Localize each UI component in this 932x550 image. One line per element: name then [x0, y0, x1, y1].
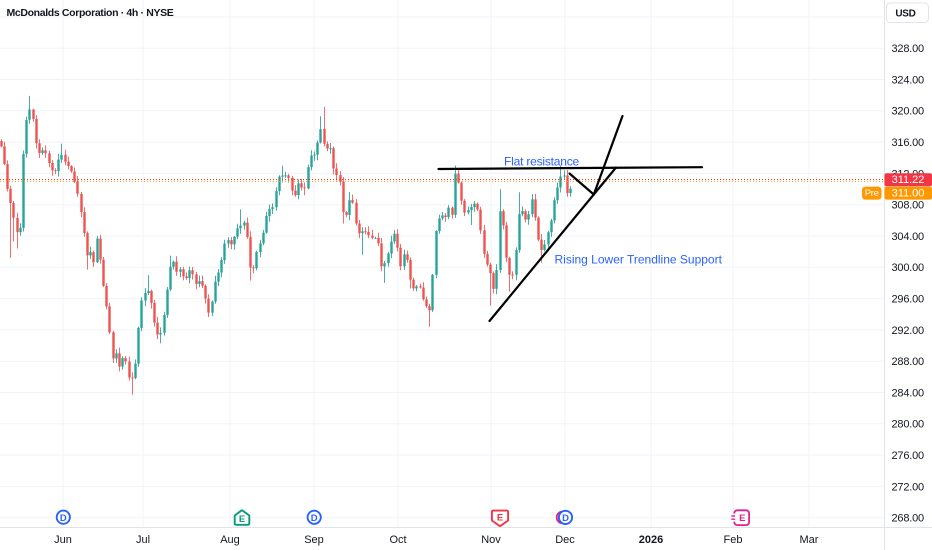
- svg-text:Rising Lower Trendline Support: Rising Lower Trendline Support: [555, 253, 723, 267]
- svg-text:308.00: 308.00: [892, 200, 925, 212]
- svg-text:McDonalds Corporation · 4h · N: McDonalds Corporation · 4h · NYSE: [7, 7, 174, 19]
- svg-text:D: D: [311, 513, 318, 524]
- svg-text:Flat resistance: Flat resistance: [504, 155, 580, 169]
- svg-text:311.00: 311.00: [892, 187, 925, 199]
- svg-text:328.00: 328.00: [892, 43, 925, 55]
- svg-text:Nov: Nov: [481, 534, 501, 546]
- svg-text:Jun: Jun: [54, 534, 72, 546]
- svg-text:Pre: Pre: [865, 188, 879, 199]
- svg-text:D: D: [60, 513, 67, 524]
- svg-text:Mar: Mar: [800, 534, 819, 546]
- svg-text:320.00: 320.00: [892, 106, 925, 118]
- svg-text:USD: USD: [895, 8, 915, 19]
- svg-text:Feb: Feb: [724, 534, 743, 546]
- svg-text:268.00: 268.00: [892, 513, 925, 525]
- svg-text:Jul: Jul: [136, 534, 150, 546]
- svg-text:2026: 2026: [639, 534, 663, 546]
- svg-text:276.00: 276.00: [892, 450, 925, 462]
- svg-text:284.00: 284.00: [892, 387, 925, 399]
- svg-text:Aug: Aug: [220, 534, 240, 546]
- svg-text:300.00: 300.00: [892, 262, 925, 274]
- svg-text:Oct: Oct: [389, 534, 406, 546]
- svg-text:296.00: 296.00: [892, 294, 925, 306]
- svg-text:Sep: Sep: [304, 534, 324, 546]
- svg-text:304.00: 304.00: [892, 231, 925, 243]
- svg-text:311.22: 311.22: [892, 174, 925, 186]
- svg-text:E: E: [739, 513, 745, 524]
- svg-text:Dec: Dec: [555, 534, 575, 546]
- svg-text:324.00: 324.00: [892, 74, 925, 86]
- svg-text:316.00: 316.00: [892, 137, 925, 149]
- svg-text:280.00: 280.00: [892, 419, 925, 431]
- svg-text:E: E: [239, 514, 245, 525]
- svg-text:288.00: 288.00: [892, 356, 925, 368]
- svg-text:272.00: 272.00: [892, 481, 925, 493]
- svg-text:D: D: [562, 513, 569, 524]
- svg-text:E: E: [497, 512, 503, 523]
- svg-text:292.00: 292.00: [892, 325, 925, 337]
